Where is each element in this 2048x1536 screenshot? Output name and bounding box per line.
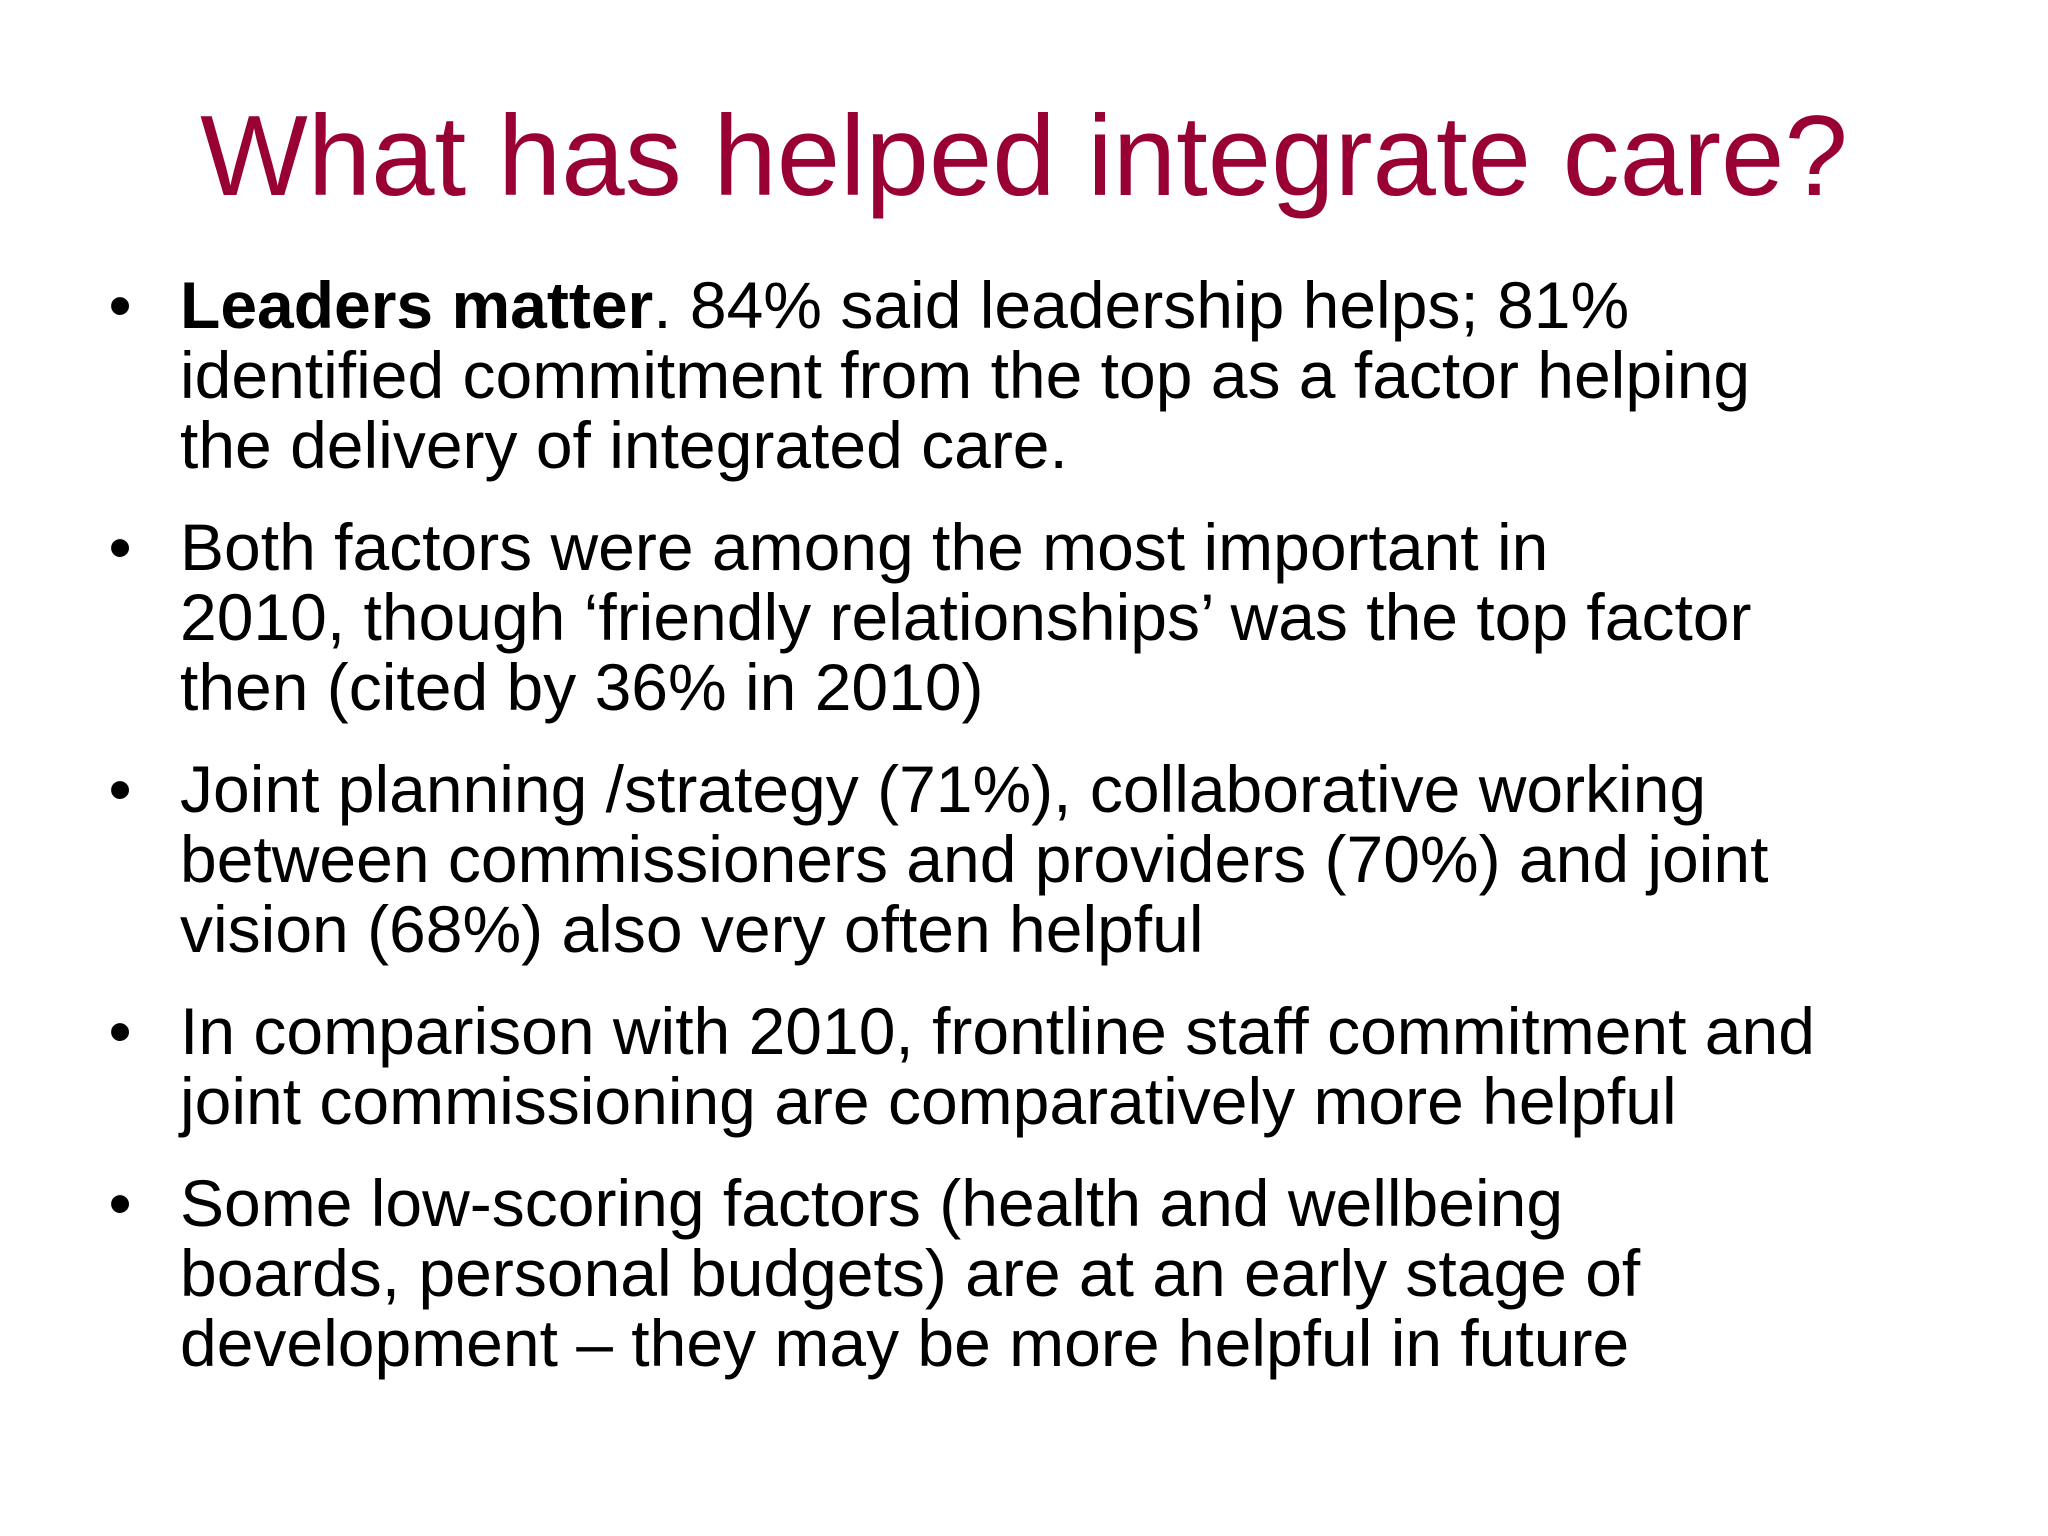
bullet-1-line-2: identified commitment from the top as a … xyxy=(180,338,1751,412)
bullet-marker: • xyxy=(108,994,132,1068)
bullet-5-line-1: Some low-scoring factors (health and wel… xyxy=(180,1166,1564,1240)
bullet-marker: • xyxy=(108,510,132,584)
bullet-1-lead-rest: . 84% said leadership helps; 81% xyxy=(653,268,1630,342)
bullet-item-5: • Some low-scoring factors (health and w… xyxy=(100,1168,2000,1378)
bullet-item-4: • In comparison with 2010, frontline sta… xyxy=(100,996,2000,1136)
bullet-5-line-3: development – they may be more helpful i… xyxy=(180,1306,1630,1380)
bullet-3-line-2: between commissioners and providers (70%… xyxy=(180,822,1769,896)
bullet-2-line-3: then (cited by 36% in 2010) xyxy=(180,650,984,724)
bullet-1-line-3: the delivery of integrated care. xyxy=(180,408,1068,482)
bullet-item-3: • Joint planning /strategy (71%), collab… xyxy=(100,754,2000,964)
bullet-4-line-2: joint commissioning are comparatively mo… xyxy=(180,1064,1677,1138)
bullet-1-line-1: Leaders matter. 84% said leadership help… xyxy=(180,270,2000,340)
bullet-5-line-2: boards, personal budgets) are at an earl… xyxy=(180,1236,1641,1310)
bullet-list: • Leaders matter. 84% said leadership he… xyxy=(100,270,2000,1410)
slide-title: What has helped integrate care? xyxy=(200,93,1848,220)
bullet-2-line-2: 2010, though ‘friendly relationships’ wa… xyxy=(180,580,1752,654)
bullet-4-line-1: In comparison with 2010, frontline staff… xyxy=(180,994,1815,1068)
bullet-marker: • xyxy=(108,752,132,826)
bullet-3-line-1: Joint planning /strategy (71%), collabor… xyxy=(180,752,1707,826)
bullet-item-2: • Both factors were among the most impor… xyxy=(100,512,2000,722)
bullet-2-line-1: Both factors were among the most importa… xyxy=(180,510,1549,584)
bullet-marker: • xyxy=(108,268,132,342)
bullet-3-line-3: vision (68%) also very often helpful xyxy=(180,892,1204,966)
bullet-1-bold-lead: Leaders matter xyxy=(180,268,654,342)
bullet-marker: • xyxy=(108,1166,132,1240)
bullet-item-1: • Leaders matter. 84% said leadership he… xyxy=(100,270,2000,480)
